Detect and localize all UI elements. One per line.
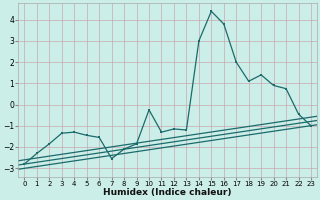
X-axis label: Humidex (Indice chaleur): Humidex (Indice chaleur) — [103, 188, 232, 197]
